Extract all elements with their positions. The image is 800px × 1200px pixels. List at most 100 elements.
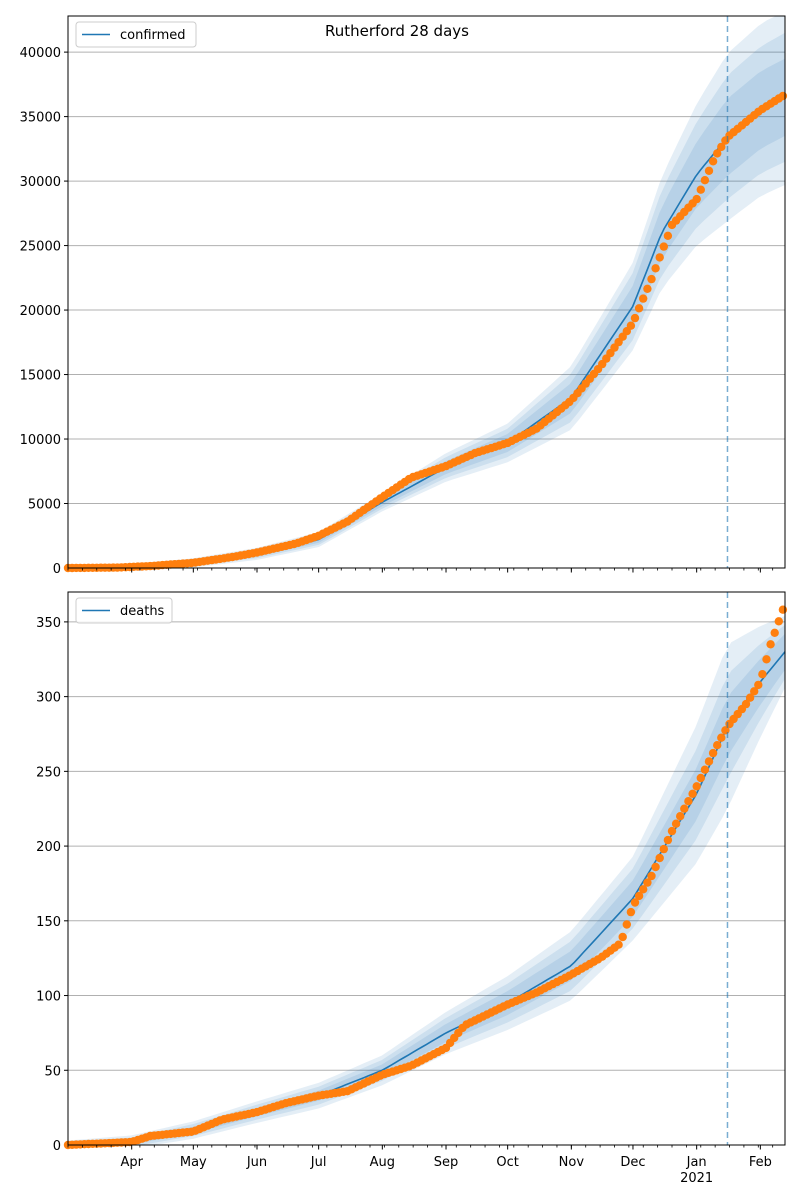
- uncertainty-band: [68, 615, 785, 1145]
- observed-point: [741, 699, 751, 709]
- observed-point: [778, 605, 788, 614]
- observed-point: [626, 907, 636, 917]
- observed-point: [647, 871, 656, 881]
- legend: confirmed: [75, 21, 197, 48]
- y-tick-label: 0: [53, 1139, 61, 1154]
- observed-point: [659, 844, 668, 854]
- observed-point: [696, 773, 705, 783]
- uncertainty-band: [68, 58, 785, 568]
- observed-point: [634, 304, 644, 313]
- legend: deaths: [75, 597, 173, 624]
- legend-box: [75, 597, 173, 624]
- observed-point: [754, 680, 763, 690]
- x-tick-label: Nov: [559, 1155, 585, 1170]
- observed-point: [626, 321, 636, 330]
- observed-point: [651, 264, 660, 273]
- observed-point: [655, 853, 664, 863]
- observed-point: [630, 898, 640, 907]
- y-tick-label: 35000: [20, 111, 61, 126]
- y-tick-label: 25000: [20, 240, 61, 255]
- observed-point: [651, 862, 660, 872]
- observed-point: [745, 693, 755, 702]
- uncertainty-band: [68, 633, 785, 1145]
- x-tick-label: Sep: [434, 1155, 459, 1170]
- x-tick-label: May: [180, 1155, 207, 1170]
- observed-point: [708, 748, 718, 758]
- x-tick-label: Jul: [310, 1155, 327, 1170]
- y-tick-label: 40000: [20, 46, 61, 61]
- observed-point: [713, 741, 722, 750]
- axes-frame: [67, 591, 786, 1146]
- x-tick-label: Feb: [749, 1155, 772, 1170]
- observed-point: [762, 655, 771, 664]
- x-tick-label: Jun: [246, 1155, 267, 1170]
- observed-point: [750, 687, 759, 696]
- observed-point: [634, 891, 644, 901]
- observed-point: [667, 826, 677, 836]
- axes-frame: [67, 15, 786, 569]
- observed-point: [778, 91, 788, 101]
- observed-point: [622, 920, 631, 929]
- x-tick-label: Oct: [496, 1155, 518, 1170]
- x-tick-label: Jan: [686, 1155, 707, 1170]
- model-line: [67, 651, 786, 1146]
- y-tick-label: 50: [44, 1064, 61, 1079]
- observed-point: [618, 932, 627, 942]
- uncertainty-band: [68, 16, 785, 568]
- y-tick-label: 300: [36, 691, 61, 706]
- chart-title: Rutherford 28 days: [325, 22, 469, 40]
- observed-point: [704, 757, 714, 766]
- observed-point: [643, 878, 652, 887]
- observed-point: [700, 176, 710, 185]
- observed-point: [700, 765, 710, 774]
- observed-point: [676, 812, 685, 821]
- x-tick-label: Apr: [120, 1155, 143, 1170]
- x-year-label: 2021: [680, 1171, 713, 1186]
- y-tick-label: 5000: [28, 498, 61, 513]
- observed-point: [696, 185, 705, 194]
- legend-label: deaths: [120, 604, 165, 619]
- observed-point: [639, 294, 648, 303]
- y-tick-label: 20000: [20, 304, 61, 319]
- legend-box: [75, 21, 197, 48]
- y-tick-label: 30000: [20, 175, 61, 190]
- observed-point: [713, 149, 722, 158]
- observed-point: [766, 640, 775, 649]
- observed-point: [692, 782, 701, 791]
- observed-point: [655, 253, 664, 262]
- observed-point: [630, 313, 640, 323]
- x-tick-label: Aug: [370, 1155, 395, 1170]
- observed-point: [717, 142, 726, 152]
- observed-point: [704, 166, 714, 175]
- observed-point: [639, 885, 648, 894]
- observed-point: [647, 274, 656, 284]
- observed-point: [774, 617, 783, 626]
- observed-point: [663, 835, 673, 845]
- observed-point: [688, 789, 697, 798]
- y-tick-label: 0: [53, 562, 61, 577]
- x-tick-label: Dec: [620, 1155, 645, 1170]
- observed-point: [684, 797, 693, 806]
- observed-point: [671, 819, 681, 828]
- observed-point: [708, 157, 718, 166]
- y-tick-label: 15000: [20, 369, 61, 384]
- y-tick-label: 10000: [20, 433, 61, 448]
- legend-label: confirmed: [120, 28, 186, 43]
- observed-point: [680, 804, 689, 813]
- observed-point: [614, 940, 623, 949]
- y-tick-label: 350: [36, 616, 61, 631]
- observed-point: [659, 242, 668, 251]
- confirmed-panel: 0 5000 10000 15000 20000 25000 30000 35000 40000…: [20, 15, 788, 577]
- y-tick-label: 250: [36, 765, 61, 780]
- shared-x-axis: Apr May Jun Jul Aug Sep Oct Nov Dec Jan Feb 2021: [120, 1155, 771, 1186]
- observed-point: [643, 284, 652, 293]
- observed-point: [692, 194, 701, 204]
- y-tick-label: 150: [36, 915, 61, 930]
- observed-point: [770, 628, 779, 637]
- deaths-panel: 0 50 100 150 200 250 300 350 deaths: [36, 591, 788, 1154]
- y-tick-label: 200: [36, 840, 61, 855]
- observed-point: [717, 733, 726, 742]
- observed-point: [758, 670, 767, 679]
- observed-point: [663, 231, 673, 240]
